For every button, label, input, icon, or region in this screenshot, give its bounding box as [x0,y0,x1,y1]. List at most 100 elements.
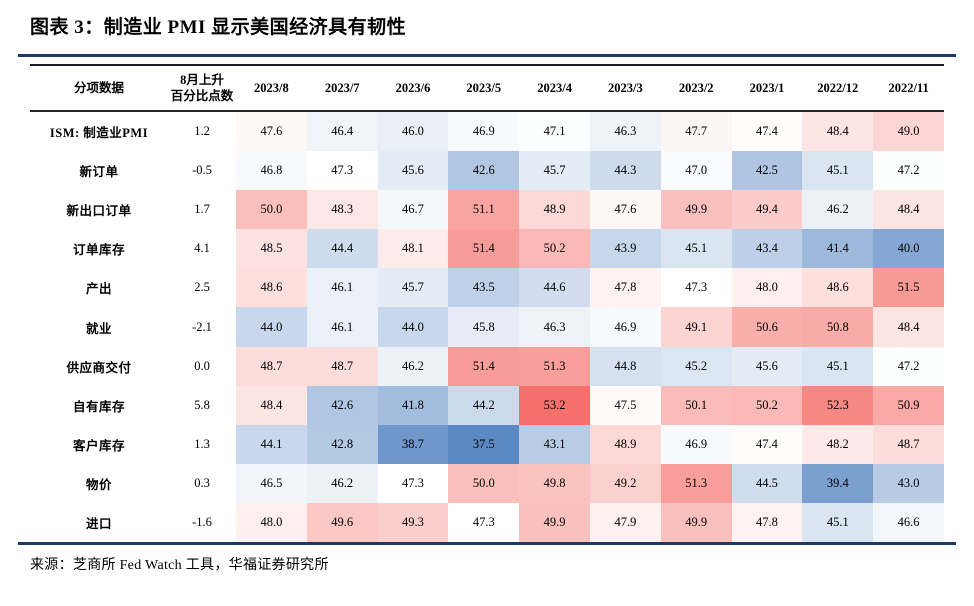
change-value: 0.3 [194,475,210,490]
heatmap-cell: 49.1 [660,307,732,347]
heatmap-cell: 46.1 [306,307,378,347]
heatmap-cell: 46.6 [873,502,944,543]
heatmap-cell: 40.0 [873,229,944,269]
change-value: 2.5 [194,280,210,295]
heatmap-cell: 51.3 [660,463,732,503]
change-value: 1.2 [194,124,210,139]
heatmap-cell: 47.3 [377,463,449,503]
heatmap-cell: 45.6 [377,151,449,191]
heatmap-cell: 47.2 [873,151,944,191]
table-row: 物价 0.3 46.5 46.2 47.3 50.0 49.8 49.2 51.3 44.5 39.… [30,463,944,503]
heatmap-cell: 49.9 [660,190,732,230]
heatmap-cell: 43.1 [519,424,590,464]
heatmap-cell: 38.7 [377,424,449,464]
heatmap-cell: 45.1 [802,151,874,191]
heatmap-cell: 51.1 [448,190,520,230]
heatmap-cell: 48.4 [873,190,944,230]
column-header: 2023/1 [749,80,785,95]
heatmap-cell: 52.3 [802,385,874,425]
heatmap-cell: 47.7 [660,112,732,152]
heatmap-cell: 48.5 [236,229,307,269]
column-header: 2023/5 [466,80,502,95]
heatmap-cell: 48.3 [306,190,378,230]
column-header: 2022/11 [888,80,929,95]
row-label: 物价 [85,477,112,492]
figure-title: 图表 3：制造业 PMI 显示美国经济具有韧性 [30,17,407,38]
column-header: 2023/2 [678,80,714,95]
row-label: ISM: 制造业PMI [49,126,149,141]
heatmap-cell: 47.8 [731,502,803,543]
heatmap-cell: 39.4 [802,463,874,503]
row-label: 新出口订单 [66,204,132,219]
table-row: 产出 2.5 48.6 46.1 45.7 43.5 44.6 47.8 47.3 48.0 48.… [30,268,944,308]
heatmap-cell: 50.2 [731,385,803,425]
heatmap-cell: 47.3 [448,502,520,543]
change-value: 5.8 [194,397,210,412]
row-label: 供应商交付 [66,360,132,375]
heatmap-cell: 46.7 [377,190,449,230]
heatmap-cell: 47.3 [660,268,732,308]
heatmap-cell: 50.8 [802,307,874,347]
heatmap-cell: 50.9 [873,385,944,425]
heatmap-cell: 47.4 [731,424,803,464]
heatmap-cell: 48.4 [236,385,307,425]
heatmap-cell: 48.0 [731,268,803,308]
row-label: 订单库存 [72,243,125,258]
heatmap-cell: 49.2 [590,463,661,503]
change-value: -1.6 [192,514,212,529]
heatmap-cell: 46.5 [236,463,307,503]
heatmap-cell: 51.3 [519,346,590,386]
heatmap-cell: 48.9 [519,190,590,230]
heatmap-cell: 42.6 [448,151,520,191]
table-row: 客户库存 1.3 44.1 42.8 38.7 37.5 43.1 48.9 46.9 47.4 4… [30,424,944,464]
heatmap-cell: 42.5 [731,151,803,191]
row-label: 就业 [85,321,112,336]
heatmap-cell: 44.1 [236,424,307,464]
heatmap-cell: 49.9 [660,502,732,543]
source-note: 来源：芝商所 Fed Watch 工具，华福证券研究所 [30,558,329,574]
heatmap-cell: 42.8 [306,424,378,464]
heatmap-cell: 45.1 [802,346,874,386]
heatmap-cell: 47.6 [590,190,661,230]
heatmap-cell: 47.5 [590,385,661,425]
column-header: 2023/7 [324,80,360,95]
heatmap-cell: 44.3 [590,151,661,191]
heatmap-cell: 48.0 [236,502,307,543]
table-row: 进口 -1.6 48.0 49.6 49.3 47.3 49.9 47.9 49.9 47.8 45… [30,502,944,543]
heatmap-cell: 41.4 [802,229,874,269]
column-header: 2023/3 [608,80,643,95]
column-header: 8月上升 百分比点数 [170,72,234,103]
heatmap-cell: 50.6 [731,307,803,347]
heatmap-cell: 50.1 [660,385,732,425]
heatmap-cell: 46.2 [802,190,874,230]
heatmap-cell: 47.4 [731,112,803,152]
heatmap-cell: 44.8 [590,346,661,386]
table-row: 新订单 -0.5 46.8 47.3 45.6 42.6 45.7 44.3 47.0 42.5 4… [30,151,944,191]
heatmap-cell: 46.0 [377,112,449,152]
heatmap-cell: 47.6 [236,112,307,152]
heatmap-cell: 46.9 [590,307,661,347]
heatmap-cell: 48.6 [236,268,307,308]
heatmap-cell: 46.3 [519,307,590,347]
heatmap-cell: 48.7 [306,346,378,386]
change-value: 4.1 [194,241,210,256]
heatmap-cell: 44.4 [306,229,378,269]
heatmap-cell: 48.6 [802,268,874,308]
heatmap-cell: 53.2 [519,385,590,425]
heatmap-cell: 43.9 [590,229,661,269]
change-value: 1.3 [194,436,210,451]
heatmap-cell: 43.4 [731,229,803,269]
heatmap-cell: 49.8 [519,463,590,503]
heatmap-cell: 51.4 [448,229,520,269]
heatmap-cell: 50.2 [519,229,590,269]
heatmap-cell: 46.2 [306,463,378,503]
table-row: 自有库存 5.8 48.4 42.6 41.8 44.2 53.2 47.5 50.1 50.2 5… [30,385,944,425]
heatmap-cell: 45.8 [448,307,520,347]
heatmap-cell: 49.4 [731,190,803,230]
heatmap-cell: 46.9 [660,424,732,464]
heatmap-cell: 47.0 [660,151,732,191]
heatmap-cell: 50.0 [236,190,307,230]
heatmap-cell: 48.4 [802,112,874,152]
heatmap-cell: 49.0 [873,112,944,152]
table-header-row: 分项数据 8月上升 百分比点数 2023/8 2023/7 2023/6 2023/5 20… [30,66,944,112]
